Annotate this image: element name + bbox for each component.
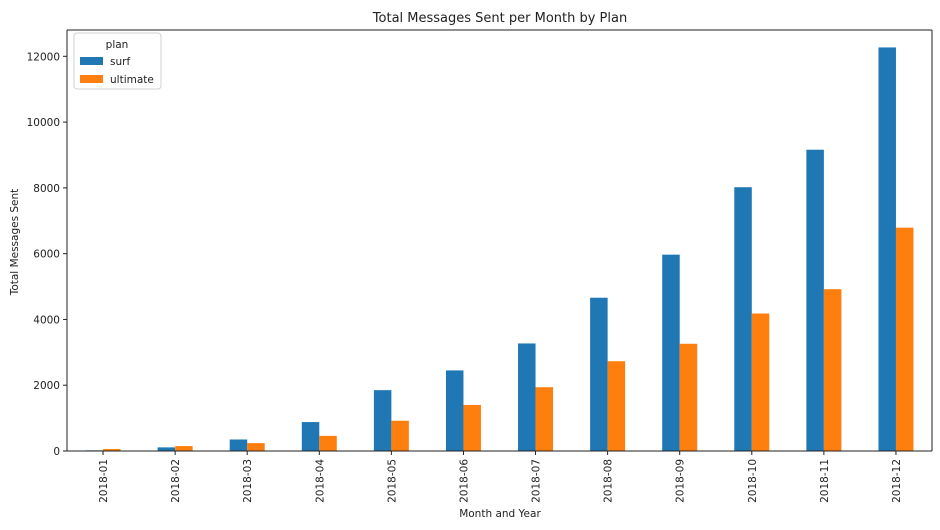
legend: plan surf ultimate bbox=[73, 32, 162, 90]
legend-swatch-ultimate bbox=[80, 75, 103, 83]
bar-ultimate-2018-11 bbox=[823, 289, 842, 451]
y-tick-label-12000: 12000 bbox=[27, 51, 60, 63]
legend-title: plan bbox=[106, 39, 129, 51]
bar-surf-2018-02 bbox=[157, 447, 176, 451]
bar-ultimate-2018-03 bbox=[247, 443, 265, 451]
bar-ultimate-2018-07 bbox=[535, 387, 554, 451]
y-tick-label-2000: 2000 bbox=[33, 380, 60, 392]
bar-surf-2018-12 bbox=[878, 47, 896, 452]
x-tick-label-2018-08: 2018-08 bbox=[603, 459, 615, 503]
y-tick-label-4000: 4000 bbox=[33, 314, 60, 326]
bar-surf-2018-06 bbox=[445, 370, 464, 451]
bar-ultimate-2018-06 bbox=[463, 404, 481, 451]
x-tick-label-2018-12: 2018-12 bbox=[891, 459, 903, 503]
bar-surf-2018-05 bbox=[373, 390, 392, 451]
bar-surf-2018-07 bbox=[518, 343, 536, 451]
bar-ultimate-2018-12 bbox=[895, 227, 914, 451]
legend-label-surf: surf bbox=[110, 56, 130, 68]
y-tick-label-8000: 8000 bbox=[33, 183, 60, 195]
x-tick-label-2018-04: 2018-04 bbox=[314, 459, 326, 503]
legend-entries: surf ultimate bbox=[80, 56, 154, 86]
y-tick-label-10000: 10000 bbox=[27, 117, 60, 129]
bar-surf-2018-11 bbox=[806, 149, 824, 451]
bar-ultimate-2018-04 bbox=[319, 435, 337, 451]
x-tick-label-2018-11: 2018-11 bbox=[819, 459, 831, 503]
x-tick-label-2018-09: 2018-09 bbox=[675, 459, 687, 503]
ticks-layer: 0 2000 4000 6000 8000 10000 12000 2018-01 2018-0… bbox=[27, 51, 903, 503]
x-tick-label-2018-01: 2018-01 bbox=[98, 459, 110, 503]
y-axis-label: Total Messages Sent bbox=[9, 189, 21, 297]
x-tick-label-2018-10: 2018-10 bbox=[747, 459, 759, 503]
bar-ultimate-2018-02 bbox=[175, 446, 193, 451]
x-tick-label-2018-02: 2018-02 bbox=[170, 459, 182, 503]
legend-swatch-surf bbox=[80, 57, 103, 65]
bars-layer bbox=[85, 47, 914, 452]
bar-surf-2018-10 bbox=[734, 187, 752, 451]
x-tick-label-2018-06: 2018-06 bbox=[458, 459, 470, 503]
chart-title: Total Messages Sent per Month by Plan bbox=[372, 11, 627, 26]
bar-surf-2018-09 bbox=[662, 254, 680, 451]
x-tick-label-2018-07: 2018-07 bbox=[531, 459, 543, 503]
bar-ultimate-2018-08 bbox=[607, 361, 626, 451]
bar-ultimate-2018-05 bbox=[391, 420, 409, 451]
axes-layer bbox=[66, 29, 933, 452]
bar-surf-2018-03 bbox=[229, 439, 248, 451]
bar-surf-2018-04 bbox=[301, 422, 320, 451]
y-tick-label-0: 0 bbox=[53, 446, 60, 458]
x-tick-label-2018-05: 2018-05 bbox=[386, 459, 398, 503]
legend-label-ultimate: ultimate bbox=[110, 74, 154, 86]
bar-ultimate-2018-10 bbox=[751, 313, 770, 451]
x-tick-label-2018-03: 2018-03 bbox=[242, 459, 254, 503]
bar-ultimate-2018-01 bbox=[103, 449, 121, 451]
bar-surf-2018-08 bbox=[590, 297, 608, 451]
y-tick-label-6000: 6000 bbox=[33, 249, 60, 261]
x-axis-label: Month and Year bbox=[459, 508, 541, 520]
bar-ultimate-2018-09 bbox=[679, 343, 698, 451]
